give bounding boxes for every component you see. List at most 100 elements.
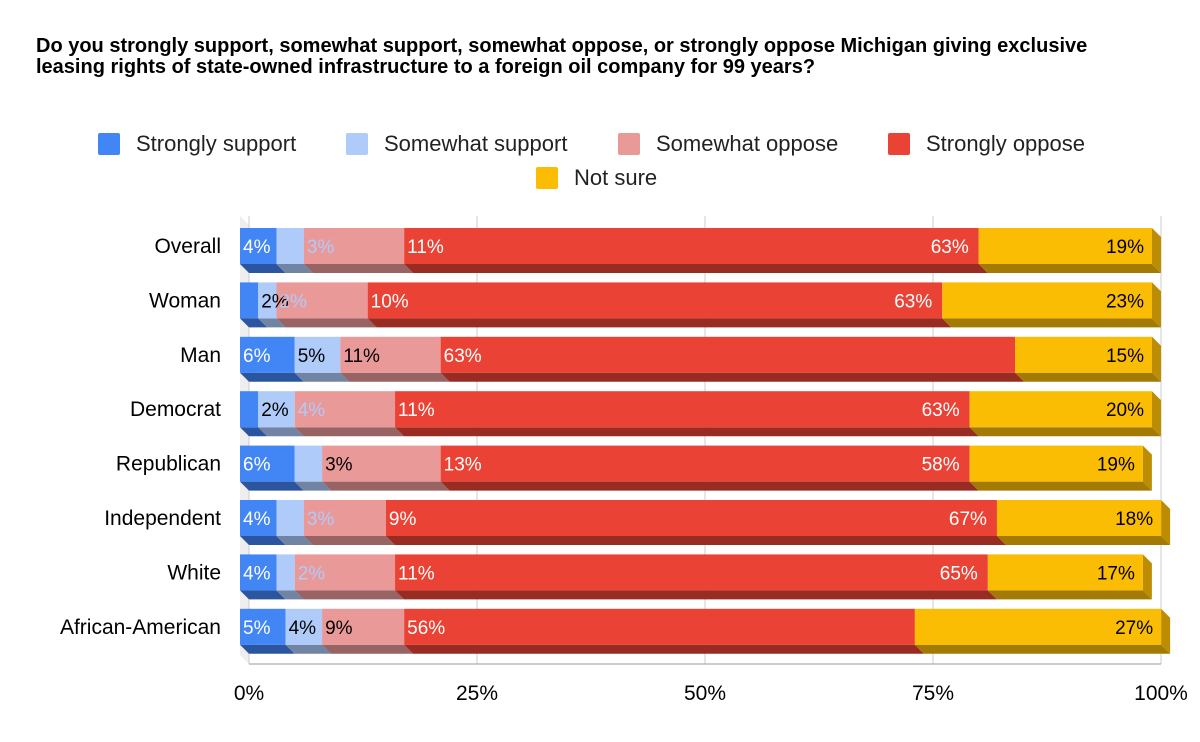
bar-african-american-strongly-oppose — [404, 608, 915, 645]
category-label: Democrat — [130, 398, 221, 421]
category-label: Man — [180, 344, 221, 367]
bar-bottom-face — [440, 481, 979, 491]
data-label: 11% — [398, 563, 435, 584]
legend-item-not-sure: Not sure — [536, 164, 657, 192]
bar-independent-somewhat-support — [276, 500, 304, 536]
bar-bottom-face — [969, 427, 1161, 437]
bar-woman-not-sure — [942, 282, 1152, 319]
bar-bottom-face — [987, 590, 1152, 600]
bar-bottom-face — [385, 536, 1006, 545]
bar-african-american-not-sure — [914, 608, 1162, 645]
legend-label: Strongly support — [136, 131, 297, 156]
data-label: 4% — [243, 509, 271, 530]
data-label: 63% — [894, 291, 932, 312]
legend-label: Not sure — [574, 165, 658, 190]
bar-bottom-face — [303, 264, 414, 273]
bar-bottom-face — [240, 372, 304, 382]
bar-woman-somewhat-oppose — [276, 282, 368, 319]
bar-overall-somewhat-oppose — [303, 228, 405, 264]
bar-bottom-face — [969, 481, 1152, 491]
bar-bottom-face — [440, 372, 1025, 382]
bar-bottom-face — [258, 427, 304, 437]
bar-bottom-face — [340, 372, 450, 382]
bar-overall-strongly-support — [240, 228, 277, 264]
bar-independent-strongly-oppose — [385, 500, 997, 536]
bar-republican-strongly-oppose — [440, 445, 970, 482]
bar-independent-not-sure — [996, 500, 1162, 536]
bar-end-face — [1142, 445, 1152, 491]
bar-democrat-somewhat-support — [258, 391, 295, 428]
data-label: 10% — [371, 291, 409, 312]
bar-bottom-face — [240, 481, 304, 491]
bar-bottom-face — [240, 264, 286, 273]
bar-republican-strongly-support — [240, 445, 295, 482]
legend-item-strongly-support: Strongly support — [98, 130, 296, 158]
x-tick-label: 0% — [234, 682, 264, 705]
bar-overall-somewhat-support — [276, 228, 304, 264]
x-tick-label: 75% — [912, 682, 954, 705]
legend-item-strongly-oppose: Strongly oppose — [888, 130, 1085, 158]
bar-white-somewhat-oppose — [294, 554, 396, 591]
bar-bottom-face — [395, 427, 979, 437]
bar-democrat-strongly-oppose — [395, 391, 970, 428]
bar-bottom-face — [942, 318, 1161, 328]
data-label: 23% — [1106, 291, 1144, 312]
category-label: Woman — [149, 289, 221, 312]
data-label: 5% — [298, 346, 326, 367]
bar-overall-strongly-oppose — [404, 228, 979, 264]
bar-independent-somewhat-oppose — [303, 500, 386, 536]
bar-bottom-face — [322, 481, 450, 491]
chart-title: Do you strongly support, somewhat suppor… — [36, 35, 1088, 78]
legend-label: Somewhat support — [384, 131, 568, 156]
legend-label: Strongly oppose — [926, 131, 1085, 156]
data-label: 56% — [407, 618, 445, 639]
bar-democrat-somewhat-oppose — [294, 391, 396, 428]
x-tick-label: 50% — [684, 682, 726, 705]
bar-bottom-face — [996, 536, 1171, 545]
bar-bottom-face — [367, 318, 952, 328]
data-label: 13% — [444, 455, 482, 476]
bar-bottom-face — [276, 264, 313, 273]
data-label: 63% — [931, 237, 969, 258]
bar-bottom-face — [276, 590, 304, 600]
bar-bottom-face — [914, 644, 1171, 654]
bar-white-somewhat-support — [276, 554, 295, 591]
bar-man-somewhat-oppose — [340, 336, 441, 373]
data-label: 19% — [1097, 455, 1135, 476]
legend-swatch — [888, 133, 910, 155]
bar-bottom-face — [404, 264, 988, 273]
data-label: 27% — [1115, 618, 1153, 639]
bar-democrat-strongly-support — [240, 391, 259, 428]
data-label: 4% — [298, 400, 326, 421]
bar-bottom-face — [395, 590, 997, 600]
data-label: 11% — [407, 237, 444, 258]
legend-swatch — [98, 133, 120, 155]
data-label: 4% — [243, 237, 271, 258]
data-label: 18% — [1115, 509, 1153, 530]
bar-bottom-face — [1015, 372, 1161, 382]
data-label: 3% — [307, 237, 335, 258]
bar-bottom-face — [258, 318, 286, 328]
data-label: 2% — [298, 563, 326, 584]
data-label: 2% — [261, 400, 289, 421]
data-label: 2% — [261, 291, 289, 312]
data-label: 2% — [279, 291, 307, 312]
data-label: 4% — [289, 618, 317, 639]
bar-bottom-face — [240, 536, 286, 545]
data-label: 63% — [922, 400, 960, 421]
legend-item-somewhat-support: Somewhat support — [346, 130, 567, 158]
bar-bottom-face — [294, 427, 405, 437]
bar-end-face — [1142, 554, 1152, 600]
data-label: 11% — [398, 400, 435, 421]
bar-bottom-face — [240, 318, 268, 328]
bar-end-face — [1152, 391, 1161, 437]
bar-end-face — [1152, 336, 1161, 382]
data-label: 15% — [1106, 346, 1144, 367]
bar-democrat-not-sure — [969, 391, 1152, 428]
bar-bottom-face — [322, 644, 414, 654]
bar-bottom-face — [294, 481, 332, 491]
legend: Strongly support Somewhat support Somewhat… — [0, 130, 1200, 200]
category-label: Republican — [116, 453, 221, 476]
bar-bottom-face — [276, 318, 377, 328]
bar-white-not-sure — [987, 554, 1143, 591]
